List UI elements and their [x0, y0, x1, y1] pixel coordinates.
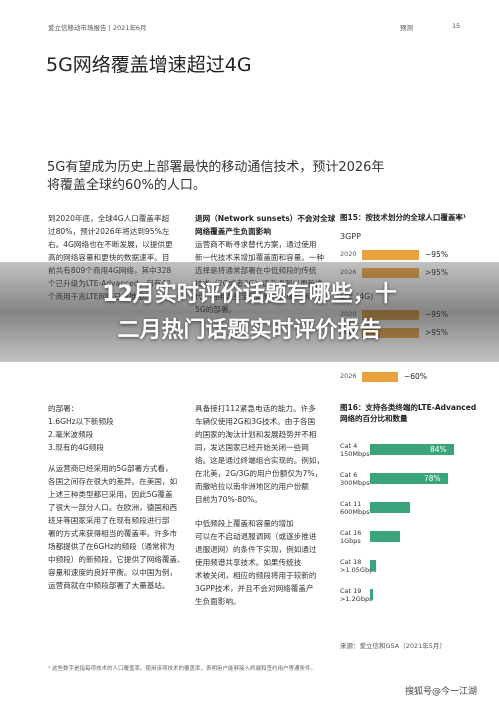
paragraph: 络。这是通过终端组合实现的。例如， [195, 456, 325, 465]
category-label: Cat 16 [340, 529, 362, 537]
paragraph: 各国之间存在很大的差异。在美国，如 [48, 477, 178, 486]
paragraph: 目前为70%-80%。 [195, 495, 262, 504]
paragraph: 到2020年底，全球4G人口覆盖率超 [48, 214, 170, 223]
speed-label: 1Gbps [340, 537, 361, 545]
list-item: 2.毫米波频段 [48, 430, 94, 439]
page-number: 15 [452, 22, 461, 30]
bar [370, 531, 400, 542]
paragraph: 生负面影响。 [195, 597, 241, 606]
paragraph: 而撒哈拉以南非洲地区的用户份额 [195, 482, 309, 491]
figure-title: 网络的百分比和数量 [340, 414, 408, 423]
banner-text: 12月实时评价话题有哪些，十 [102, 282, 397, 307]
header-left: 爱立信移动市场报告 | 2021年6月 [48, 24, 147, 32]
paragraph: 了很大一部分人口。在欧洲，德国和西 [48, 503, 178, 512]
year-label: 2020 [340, 250, 357, 258]
bar [370, 589, 373, 600]
heading: 退网（Network sunsets）不会对全球 [195, 214, 336, 223]
value-label: ~60% [404, 372, 427, 381]
speed-label: 150Mbps [340, 450, 370, 458]
watermark: 搜狐号@今一江湖 [405, 687, 478, 697]
list-item: 1.6GHz以下新频段 [48, 417, 114, 426]
source: 来源：爱立信和GSA（2021年5月） [340, 642, 446, 650]
paragraph: 退服退网）的条件下实现，例如通过 [195, 545, 317, 554]
speed-label: >1.05Gbps [340, 566, 377, 574]
header-section: 预测 [400, 24, 413, 32]
paragraph: 的国家的淘汰计划和发展趋势并不相 [195, 430, 317, 439]
paragraph: 具备接打112紧急电话的能力。许多 [195, 404, 316, 413]
footnote: ¹ 这些数字是指每项技术的人口覆盖率。使用该项技术的覆盖率，表明用户能够接入终端… [48, 666, 316, 672]
paragraph: 使用频谱共享技术。如果传统技 [195, 558, 302, 567]
list-item: 的部署： [48, 404, 79, 413]
bar [370, 473, 448, 484]
paragraph: 高的网络容量和更快的数据速率。目 [48, 253, 170, 262]
paragraph: 上述三种类型都已采用，因此5G覆盖 [48, 490, 173, 499]
category-label: Cat 19 [340, 587, 362, 595]
paragraph: 容量和速度的良好平衡。以中国为例， [48, 568, 178, 577]
figure-title: 图15：按技术划分的全球人口覆盖率¹ [340, 213, 467, 222]
paragraph: 同，发达国家已经开始关闭一些网 [195, 443, 309, 452]
paragraph: 右。4G网络也在不断发展，以提供更 [48, 240, 173, 249]
banner-text: 二月热门话题实时评价报告 [117, 318, 382, 343]
paragraph: 可以在不启动退服调网（或逐步推进 [195, 532, 317, 541]
paragraph: 新一代技术来增加覆盖面和容量。一种 [195, 253, 325, 262]
heading: 网络覆盖产生负面影响 [195, 227, 271, 236]
subtitle: 5G有望成为历史上部署最快的移动通信技术，预计2026年 [47, 160, 385, 175]
bar [370, 444, 454, 455]
paragraph: 在北美，2G/3G的用户份额仅为7%， [195, 469, 323, 478]
value-label: ~95% [425, 250, 448, 259]
paragraph: 中频段）的新频段，它提供了网络覆盖、 [48, 555, 185, 564]
value-label: 78% [424, 474, 441, 483]
bar [362, 250, 419, 260]
paragraph: 车辆仅使用2G和3G技术。由于各国 [195, 417, 316, 426]
category-label: Cat 18 [340, 558, 362, 566]
paragraph: 班牙等国家采用了在现有频段进行部 [48, 516, 170, 525]
paragraph: 3GPP技术，并且不会对网络覆盖产 [195, 584, 314, 593]
list-item: 3.现有的4G频段 [48, 443, 104, 452]
category-label: Cat 4 [340, 442, 358, 450]
paragraph: 署的方式来获得相当的覆盖率。许多市 [48, 529, 178, 538]
group-label: 3GPP [340, 232, 361, 241]
paragraph: 运营商就在中频段部署了大量基站。 [48, 581, 170, 590]
bar [370, 560, 376, 571]
paragraph: 中低频段上覆盖和容量的增加 [195, 519, 294, 528]
bar [370, 502, 410, 513]
speed-label: 600Mbps [340, 508, 370, 516]
paragraph: 过80%，预计2026年将达到95%左 [48, 227, 170, 236]
paragraph: 从运营商已经采用的5G部署方式看， [48, 464, 173, 473]
title: 5G网络覆盖增速超过4G [46, 54, 252, 76]
paragraph: 术被关闭，相应的频段将用于较新的 [195, 571, 317, 580]
value-label: 84% [430, 445, 447, 454]
category-label: Cat 11 [340, 500, 362, 508]
speed-label: 300Mbps [340, 479, 370, 487]
subtitle: 将覆盖全球约60%的人口。 [47, 178, 206, 193]
paragraph: 场都提供了在6GHz的频段（通常称为 [48, 542, 175, 551]
figure-title: 图16：支持各类终端的LTE-Advanced [340, 403, 477, 412]
banner-overlay [0, 262, 499, 362]
category-label: Cat 6 [340, 471, 358, 479]
year-label: 2026 [340, 372, 357, 380]
paragraph: 运营商不断寻求替代方案，通过使用 [195, 240, 317, 249]
speed-label: >1.2Gbps [340, 595, 373, 603]
bar [362, 372, 398, 382]
